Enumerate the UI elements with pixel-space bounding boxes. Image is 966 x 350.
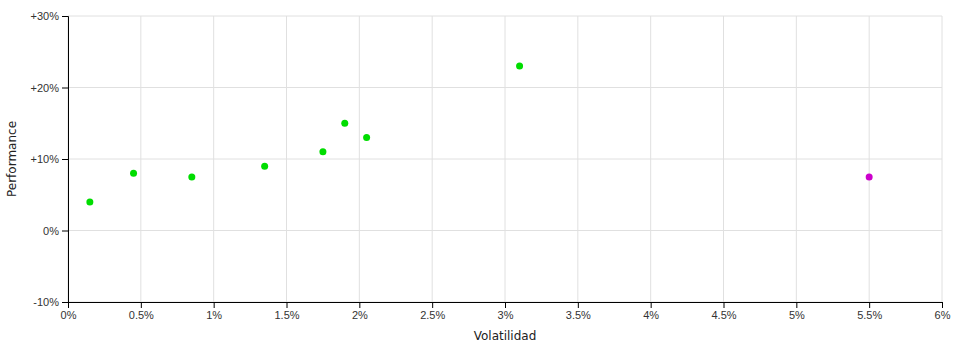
tick-label: 0.5%: [129, 309, 154, 321]
tick-label: 6%: [935, 309, 951, 321]
tick-mark: [651, 302, 652, 308]
tick-label: +20%: [31, 82, 60, 94]
tick: 4.5%: [711, 302, 736, 321]
tick-mark: [62, 302, 68, 303]
tick: 1%: [206, 302, 222, 321]
tick: 3.5%: [566, 302, 591, 321]
tick: 2.5%: [420, 302, 445, 321]
chart: 0% 0.5% 1% 1.5% 2% 2.5% 3% 3.5% 4% 4.5% 5% 5.5% 6% -1…: [0, 0, 966, 350]
point: [86, 198, 93, 205]
tick-mark: [869, 302, 870, 308]
tick-label: 4.5%: [711, 309, 736, 321]
point: [188, 173, 195, 180]
grid-line-y: [68, 230, 942, 231]
point: [130, 170, 137, 177]
tick: 6%: [935, 302, 951, 321]
tick: +20%: [31, 82, 68, 94]
tick-mark: [62, 231, 68, 232]
tick-label: 5.5%: [857, 309, 882, 321]
axis-domain: [69, 303, 943, 309]
tick: 2%: [352, 302, 368, 321]
grid-line-y: [68, 159, 942, 160]
tick-label: 0%: [43, 225, 59, 237]
tick-label: +10%: [31, 153, 60, 165]
point: [363, 134, 370, 141]
tick-mark: [505, 302, 506, 308]
tick: -10%: [33, 296, 68, 308]
tick: 0%: [43, 225, 68, 237]
tick-label: +30%: [31, 10, 60, 22]
tick-label: 5%: [789, 309, 805, 321]
tick: 0.5%: [129, 302, 154, 321]
tick-mark: [62, 88, 68, 89]
tick-mark: [359, 302, 360, 308]
series: [866, 173, 873, 180]
tick: +30%: [31, 10, 68, 22]
grid-line-y: [68, 16, 942, 17]
tick-label: 2%: [352, 309, 368, 321]
point: [866, 173, 873, 180]
point: [341, 120, 348, 127]
tick-mark: [62, 16, 68, 17]
axis-domain: [62, 17, 69, 303]
point: [516, 63, 523, 70]
points: [86, 63, 872, 206]
tick-mark: [62, 159, 68, 160]
tick-label: 3.5%: [566, 309, 591, 321]
tick-mark: [287, 302, 288, 308]
tick: 0%: [61, 302, 77, 321]
tick: 4%: [643, 302, 659, 321]
tick-mark: [724, 302, 725, 308]
y-axis: -10% 0% +10% +20% +30%: [31, 10, 69, 308]
tick-label: -10%: [33, 296, 59, 308]
tick-mark: [578, 302, 579, 308]
tick-label: 3%: [498, 309, 514, 321]
tick-mark: [942, 302, 943, 308]
tick: 1.5%: [274, 302, 299, 321]
tick-mark: [214, 302, 215, 308]
grid: [68, 16, 942, 302]
series: [86, 63, 523, 206]
tick-label: 0%: [61, 309, 77, 321]
y-axis-title: Performance: [5, 121, 19, 197]
grid-line-y: [68, 87, 942, 88]
tick: +10%: [31, 153, 68, 165]
tick: 3%: [498, 302, 514, 321]
x-axis-title: Volatilidad: [474, 329, 537, 343]
tick-mark: [432, 302, 433, 308]
point: [319, 148, 326, 155]
tick-label: 1.5%: [274, 309, 299, 321]
tick-label: 2.5%: [420, 309, 445, 321]
tick: 5%: [789, 302, 805, 321]
x-axis: 0% 0.5% 1% 1.5% 2% 2.5% 3% 3.5% 4% 4.5% 5% 5.5% 6%: [61, 302, 951, 321]
plot: 0% 0.5% 1% 1.5% 2% 2.5% 3% 3.5% 4% 4.5% 5% 5.5% 6% -1…: [31, 10, 951, 321]
tick-label: 1%: [206, 309, 222, 321]
point: [261, 163, 268, 170]
tick: 5.5%: [857, 302, 882, 321]
tick-label: 4%: [643, 309, 659, 321]
tick-mark: [141, 302, 142, 308]
tick-mark: [796, 302, 797, 308]
